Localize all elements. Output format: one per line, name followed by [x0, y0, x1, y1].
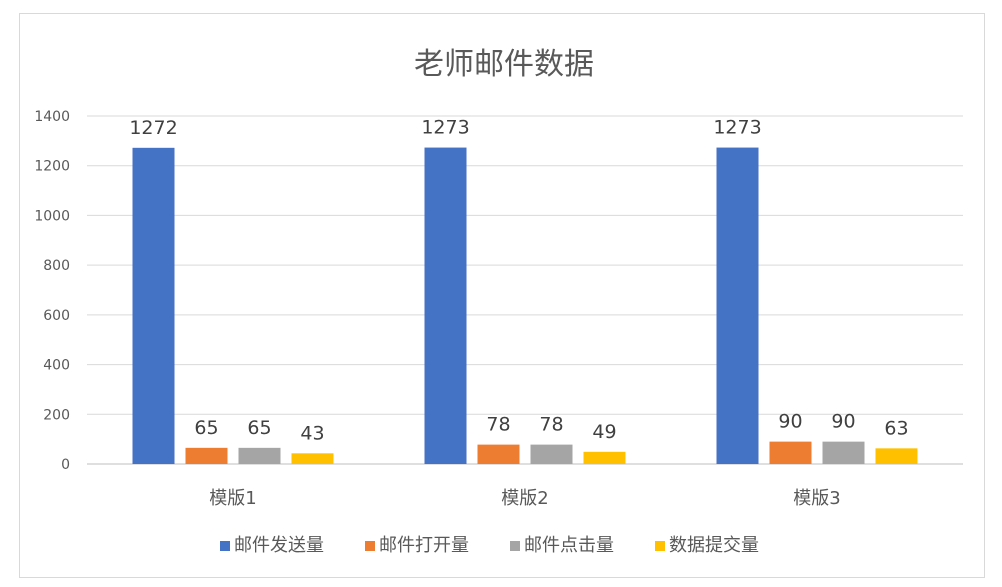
bar	[822, 441, 865, 464]
y-tick-label: 1400	[34, 109, 70, 125]
data-label: 78	[539, 414, 563, 436]
chart-title: 老师邮件数据	[414, 47, 594, 82]
bar	[132, 147, 175, 464]
legend-label: 邮件点击量	[524, 535, 614, 556]
legend-label: 数据提交量	[669, 535, 759, 556]
bar	[424, 147, 467, 464]
data-label: 43	[300, 422, 324, 444]
bar-chart: 老师邮件数据 0 200 400 600 800 1000 1200 1400 1272 65 6…	[34, 47, 963, 556]
y-tick-label: 1200	[34, 159, 70, 175]
data-label: 63	[884, 417, 908, 439]
data-label: 1273	[713, 117, 761, 139]
data-label: 49	[592, 421, 616, 443]
data-label: 78	[486, 414, 510, 436]
y-tick-label: 600	[43, 308, 70, 324]
bar	[238, 447, 281, 464]
data-label: 65	[247, 417, 271, 439]
data-label: 90	[831, 411, 855, 433]
bar	[185, 447, 228, 464]
bar	[477, 444, 520, 464]
bar	[291, 453, 334, 464]
bar	[530, 444, 573, 464]
data-label: 1272	[129, 117, 177, 139]
x-tick-label: 模版1	[209, 488, 256, 509]
legend-swatch	[510, 541, 520, 551]
x-tick-label: 模版3	[793, 488, 840, 509]
x-axis: 模版1 模版2 模版3	[209, 488, 840, 509]
bar	[583, 451, 626, 464]
gridlines	[87, 115, 963, 465]
y-axis: 0 200 400 600 800 1000 1200 1400	[34, 109, 70, 473]
data-label: 1273	[421, 117, 469, 139]
y-tick-label: 0	[61, 457, 70, 473]
y-tick-label: 800	[43, 258, 70, 274]
legend-swatch	[655, 541, 665, 551]
y-tick-label: 1000	[34, 208, 70, 224]
legend: 邮件发送量 邮件打开量 邮件点击量 数据提交量	[220, 535, 759, 556]
y-tick-label: 400	[43, 358, 70, 374]
bars	[132, 147, 918, 464]
data-label: 65	[194, 417, 218, 439]
data-label: 90	[778, 411, 802, 433]
bar	[716, 147, 759, 464]
chart-frame: 老师邮件数据 0 200 400 600 800 1000 1200 1400 1272 65 6…	[19, 13, 985, 578]
legend-swatch	[365, 541, 375, 551]
x-tick-label: 模版2	[501, 488, 548, 509]
legend-label: 邮件打开量	[379, 535, 469, 556]
bar	[875, 448, 918, 464]
y-tick-label: 200	[43, 407, 70, 423]
legend-label: 邮件发送量	[234, 535, 324, 556]
bar	[769, 441, 812, 464]
legend-swatch	[220, 541, 230, 551]
data-labels: 1272 65 65 43 1273 78 78 49 1273 90 90 63	[129, 117, 908, 445]
